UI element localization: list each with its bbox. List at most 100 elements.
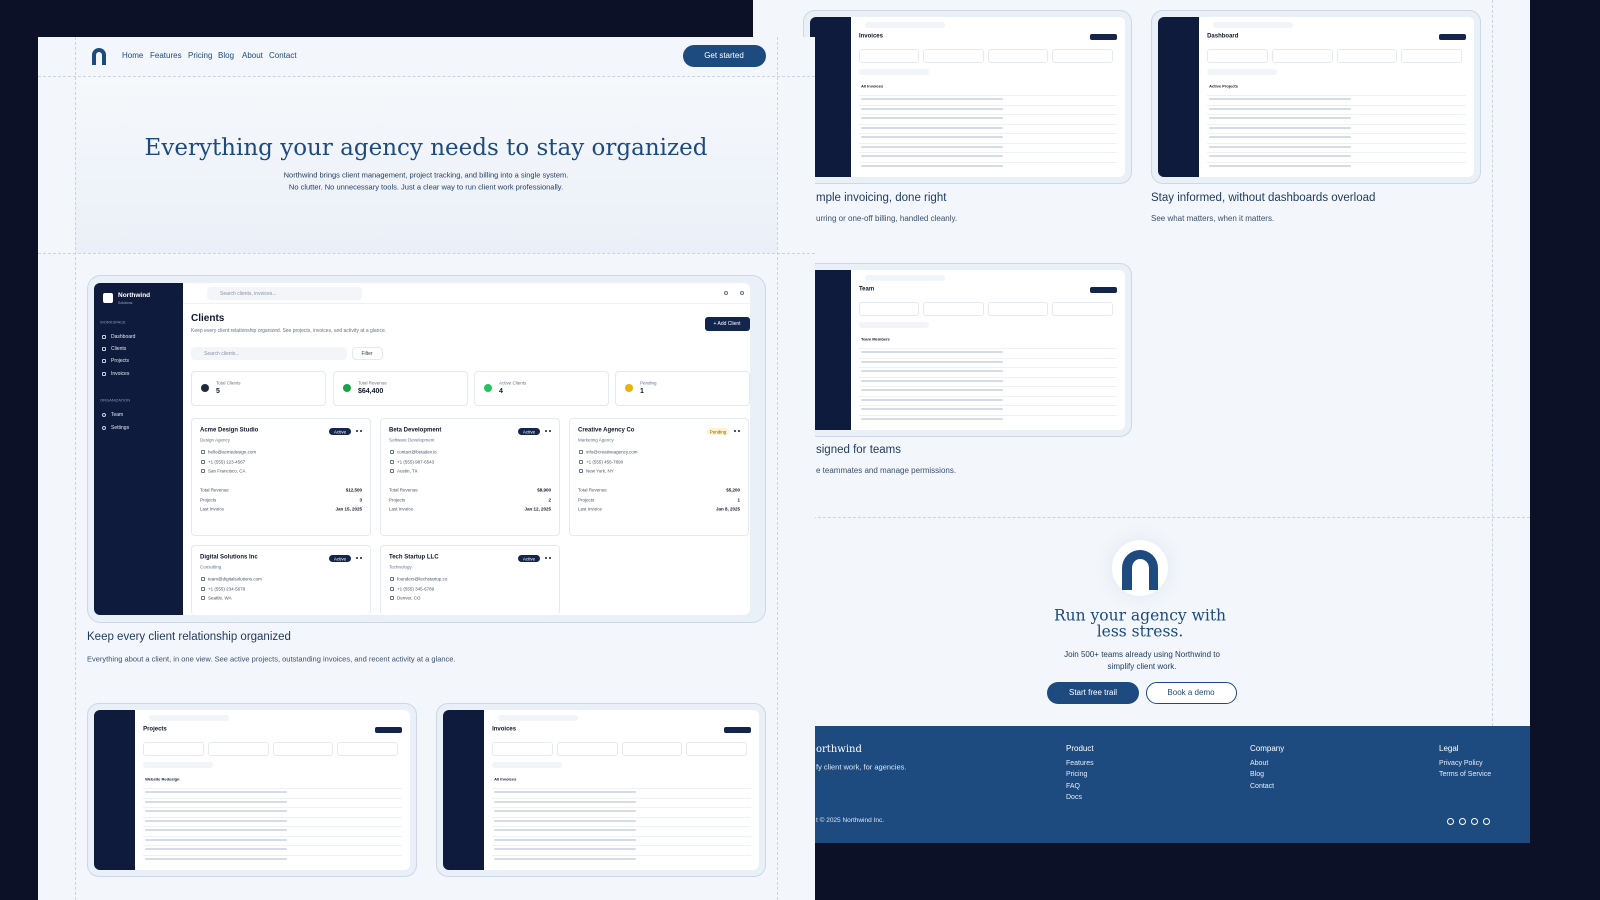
mockup-row <box>492 797 751 799</box>
hero-subtitle: No clutter. No unnecessary tools. Just a… <box>288 182 564 192</box>
mockup-section: All Invoices <box>494 776 517 782</box>
client-phone: +1 (555) 345-6789 <box>397 585 435 591</box>
client-phone: +1 (555) 456-7890 <box>586 458 624 464</box>
social-icon[interactable] <box>1459 818 1466 825</box>
filter-label[interactable]: Filter <box>361 350 373 357</box>
mockup-row <box>1207 123 1466 125</box>
mockup-row <box>143 816 402 818</box>
add-button-label[interactable]: + Add Client <box>713 321 741 327</box>
mockup-search <box>149 715 230 721</box>
nav-link[interactable]: Pricing <box>188 51 213 61</box>
card-label: Projects <box>389 496 406 502</box>
sidebar-item[interactable]: Invoices <box>111 371 130 377</box>
client-email: founders@techstartup.co <box>397 576 448 582</box>
mockup-button <box>1439 34 1466 40</box>
feature-description: urring or one-off billing, handled clean… <box>816 214 958 224</box>
sidebar-item[interactable]: Settings <box>111 425 130 431</box>
card-value: 1 <box>737 496 740 502</box>
search-box[interactable] <box>207 287 362 300</box>
sidebar-icon <box>102 359 106 363</box>
client-search[interactable] <box>191 347 347 360</box>
cta-secondary-label[interactable]: Book a demo <box>1167 688 1215 698</box>
contact-icon <box>390 469 394 473</box>
mockup-cell <box>860 360 1003 363</box>
mockup-stat <box>492 742 553 756</box>
mockup-row <box>1207 133 1466 134</box>
footer-link[interactable]: FAQ <box>1066 782 1081 790</box>
social-icon[interactable] <box>1447 818 1454 825</box>
sidebar-icon <box>102 413 106 417</box>
nav-link[interactable]: Blog <box>218 51 235 61</box>
client-name: Tech Startup LLC <box>389 554 439 561</box>
client-type: Design Agency <box>200 437 231 443</box>
cta-primary[interactable] <box>1047 682 1139 704</box>
mockup-title: Invoices <box>858 33 883 40</box>
card-menu <box>356 557 362 559</box>
nav-link[interactable]: Contact <box>269 51 297 61</box>
nav-link[interactable]: Features <box>150 51 182 61</box>
mockup-cell <box>860 107 1003 110</box>
sidebar-item[interactable]: Team <box>111 412 124 418</box>
filter-button[interactable] <box>352 347 383 360</box>
mockup-filter <box>858 322 929 328</box>
status-label: Pending <box>709 428 727 434</box>
mockup-button <box>1090 287 1117 293</box>
footer-link[interactable]: Contact <box>1250 782 1275 790</box>
card-label: Last Invoice <box>389 506 414 512</box>
card-value: 2 <box>548 496 551 502</box>
footer-link[interactable]: Terms of Service <box>1439 771 1492 779</box>
social-icon[interactable] <box>1471 818 1478 825</box>
topbar <box>183 303 750 304</box>
social-icon[interactable] <box>1483 818 1490 825</box>
mockup-section: All Invoices <box>860 83 884 89</box>
footer-link[interactable]: About <box>1250 759 1269 767</box>
mockup-stat <box>987 49 1049 63</box>
stat-icon <box>201 384 209 392</box>
client-email: info@creativeagency.com <box>586 449 638 455</box>
cta-secondary[interactable] <box>1146 682 1237 704</box>
cta-primary-label[interactable]: Start free trail <box>1068 688 1118 698</box>
client-phone: +1 (555) 123-4567 <box>208 458 246 464</box>
mockup-cell <box>1209 107 1352 110</box>
nav-cta[interactable] <box>683 45 766 67</box>
contact-icon <box>201 586 205 591</box>
stat-value: $64,400 <box>358 387 384 395</box>
contact-icon <box>390 459 394 464</box>
nav-link[interactable]: Home <box>122 51 144 61</box>
contact-icon <box>579 450 583 454</box>
mockup-stat <box>987 302 1049 316</box>
mockup-cell <box>145 838 288 841</box>
client-search-placeholder: Search clients... <box>204 350 240 357</box>
footer-link[interactable]: Pricing <box>1066 771 1088 779</box>
nav-cta-label[interactable]: Get started <box>704 51 744 61</box>
status-label: Active <box>522 555 536 561</box>
mockup-section: Website Redesign <box>145 776 180 782</box>
mockup-window <box>94 710 410 870</box>
mockup-cell <box>860 98 1003 100</box>
footer-copyright: t © 2025 Northwind Inc. <box>816 817 885 825</box>
sidebar-item[interactable]: Dashboard <box>111 334 136 340</box>
sidebar-item[interactable]: Projects <box>111 358 130 364</box>
add-button[interactable] <box>705 317 750 331</box>
footer-link[interactable]: Blog <box>1250 771 1265 779</box>
mockup-cell <box>1209 98 1352 100</box>
mockup-row <box>143 845 402 846</box>
sidebar-item[interactable]: Clients <box>111 346 127 352</box>
client-name: Creative Agency Co <box>578 427 635 434</box>
footer-link[interactable]: Privacy Policy <box>1439 759 1483 767</box>
footer-link[interactable]: Features <box>1066 759 1094 767</box>
mockup-section: Team Members <box>860 336 890 342</box>
mockup-row <box>1207 95 1466 96</box>
mockup-row <box>858 152 1117 153</box>
stat-card <box>615 371 750 406</box>
status-label: Active <box>333 428 347 434</box>
card-value: $12,500 <box>345 487 362 493</box>
stat-value: 1 <box>640 387 644 395</box>
card-value: $8,900 <box>537 487 551 493</box>
mockup-row <box>143 797 402 799</box>
contact-icon <box>390 586 394 591</box>
nav-link[interactable]: About <box>242 51 263 61</box>
mockup-search <box>864 275 945 281</box>
status-pill <box>707 428 729 435</box>
footer-link[interactable]: Docs <box>1066 793 1082 801</box>
